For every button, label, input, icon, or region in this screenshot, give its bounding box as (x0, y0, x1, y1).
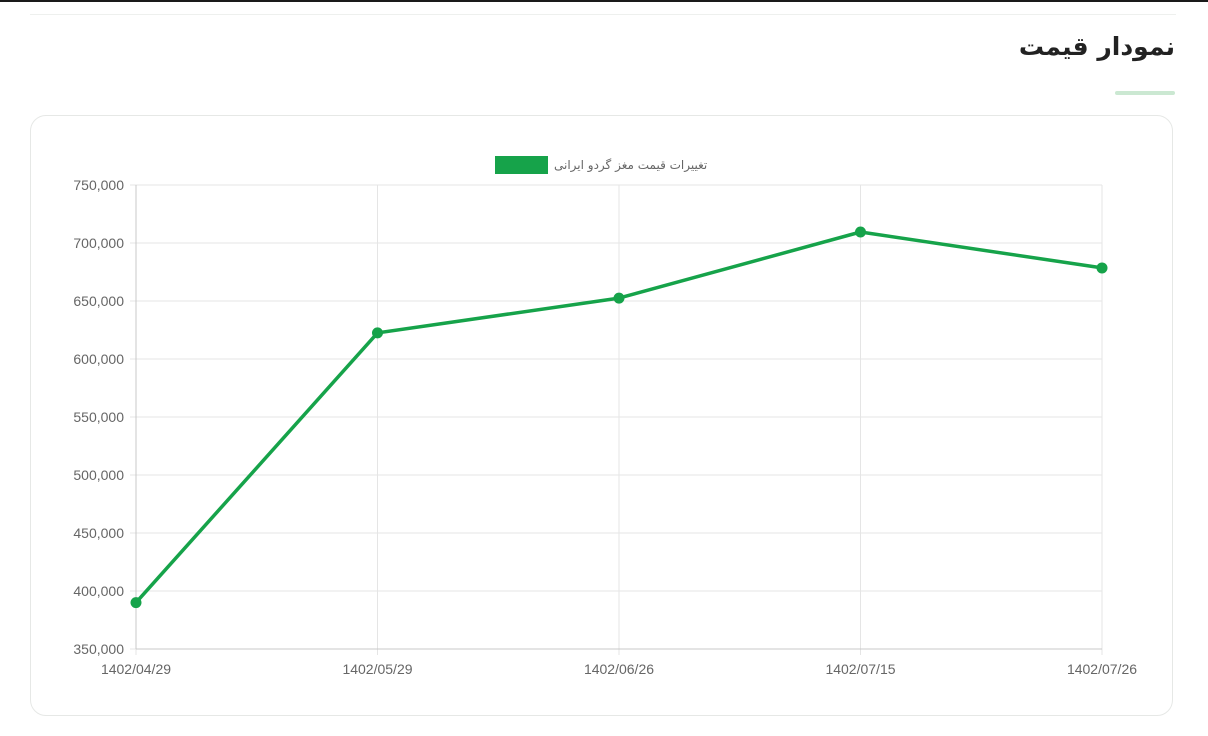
y-tick-label: 750,000 (73, 177, 124, 193)
y-tick-label: 700,000 (73, 235, 124, 251)
x-tick-label: 1402/07/15 (825, 661, 895, 677)
data-point[interactable] (1096, 262, 1108, 274)
y-tick-label: 350,000 (73, 641, 124, 657)
y-tick-label: 600,000 (73, 351, 124, 367)
top-divider (30, 14, 1176, 15)
y-axis-ticks: 350,000 400,000 450,000 500,000 550,000 600,0… (73, 177, 124, 657)
data-point[interactable] (855, 226, 866, 238)
top-border (0, 0, 1208, 2)
legend-swatch (495, 156, 548, 174)
y-tick-label: 450,000 (73, 525, 124, 541)
legend: تغییرات قیمت مغز گردو ایرانی (495, 156, 707, 174)
x-tick-label: 1402/06/26 (584, 661, 654, 677)
section-title: نمودار قیمت (1018, 32, 1175, 61)
legend-label: تغییرات قیمت مغز گردو ایرانی (554, 158, 707, 173)
x-tick-label: 1402/07/26 (1067, 661, 1137, 677)
chart-card (30, 115, 1173, 716)
y-tick-label: 550,000 (73, 409, 124, 425)
y-tick-label: 500,000 (73, 467, 124, 483)
y-tick-label: 650,000 (73, 293, 124, 309)
x-axis-ticks: 1402/04/29 1402/05/29 1402/06/26 1402/07/15… (101, 661, 1137, 677)
data-point[interactable] (130, 597, 142, 609)
x-tick-label: 1402/05/29 (342, 661, 412, 677)
x-tick-label: 1402/04/29 (101, 661, 171, 677)
grid-lines (130, 184, 1103, 655)
axes (135, 185, 1102, 650)
series (130, 226, 1108, 609)
data-point[interactable] (613, 292, 625, 304)
y-tick-label: 400,000 (73, 583, 124, 599)
title-underline (1115, 91, 1175, 95)
data-point[interactable] (372, 327, 383, 339)
